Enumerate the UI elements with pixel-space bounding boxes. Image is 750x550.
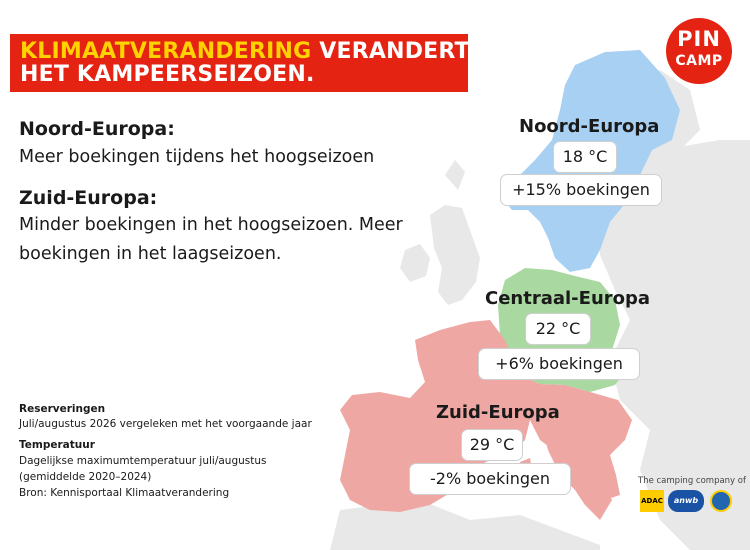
- pill-bookings-noord: +15% boekingen: [500, 174, 662, 206]
- pill-bookings-zuid: -2% boekingen: [409, 463, 571, 495]
- heading-noord: Noord-Europa:: [19, 118, 175, 140]
- pill-temp-noord: 18 °C: [553, 141, 617, 173]
- footnote-reservations-heading: Reserveringen: [19, 403, 106, 415]
- title-line-2: HET KAMPEERSEIZOEN.: [20, 62, 315, 87]
- title-highlight: KLIMAATVERANDERING: [20, 39, 312, 64]
- pincamp-logo: PIN CAMP: [666, 18, 732, 84]
- logo-text-pin: PIN: [677, 27, 721, 51]
- footnote-source: Bron: Kennisportaal Klimaatverandering: [19, 487, 230, 499]
- map-region-zuid-italy: [540, 420, 612, 520]
- tcs-logo: [710, 490, 732, 512]
- map-label-centraal: Centraal-Europa: [485, 288, 651, 309]
- footnote-temperature-line1: Dagelijkse maximumtemperatuur juli/augus…: [19, 455, 267, 467]
- footnote-temperature-heading: Temperatuur: [19, 439, 95, 451]
- title-rest: VERANDERT: [319, 39, 470, 64]
- pill-temp-zuid: 29 °C: [461, 429, 523, 461]
- title-banner: KLIMAATVERANDERING VERANDERT HET KAMPEER…: [10, 34, 470, 92]
- map-label-noord: Noord-Europa: [519, 116, 660, 137]
- partners-caption: The camping company of: [638, 476, 746, 486]
- text-zuid: Minder boekingen in het hoogseizoen. Mee…: [19, 215, 403, 264]
- heading-zuid: Zuid-Europa:: [19, 187, 158, 209]
- text-noord: Meer boekingen tijdens het hoogseizoen: [19, 147, 375, 167]
- map-label-zuid: Zuid-Europa: [436, 402, 560, 423]
- logo-text-camp: CAMP: [675, 53, 723, 69]
- anwb-logo: anwb: [668, 490, 704, 512]
- footnote-reservations-text: Juli/augustus 2026 vergeleken met het vo…: [19, 418, 312, 430]
- footnote-temperature-line2: (gemiddelde 2020–2024): [19, 471, 152, 483]
- pill-bookings-centraal: +6% boekingen: [478, 348, 640, 380]
- title-line-1: KLIMAATVERANDERING VERANDERT: [20, 40, 470, 64]
- pill-temp-centraal: 22 °C: [525, 313, 591, 345]
- adac-logo: ADAC: [640, 490, 664, 512]
